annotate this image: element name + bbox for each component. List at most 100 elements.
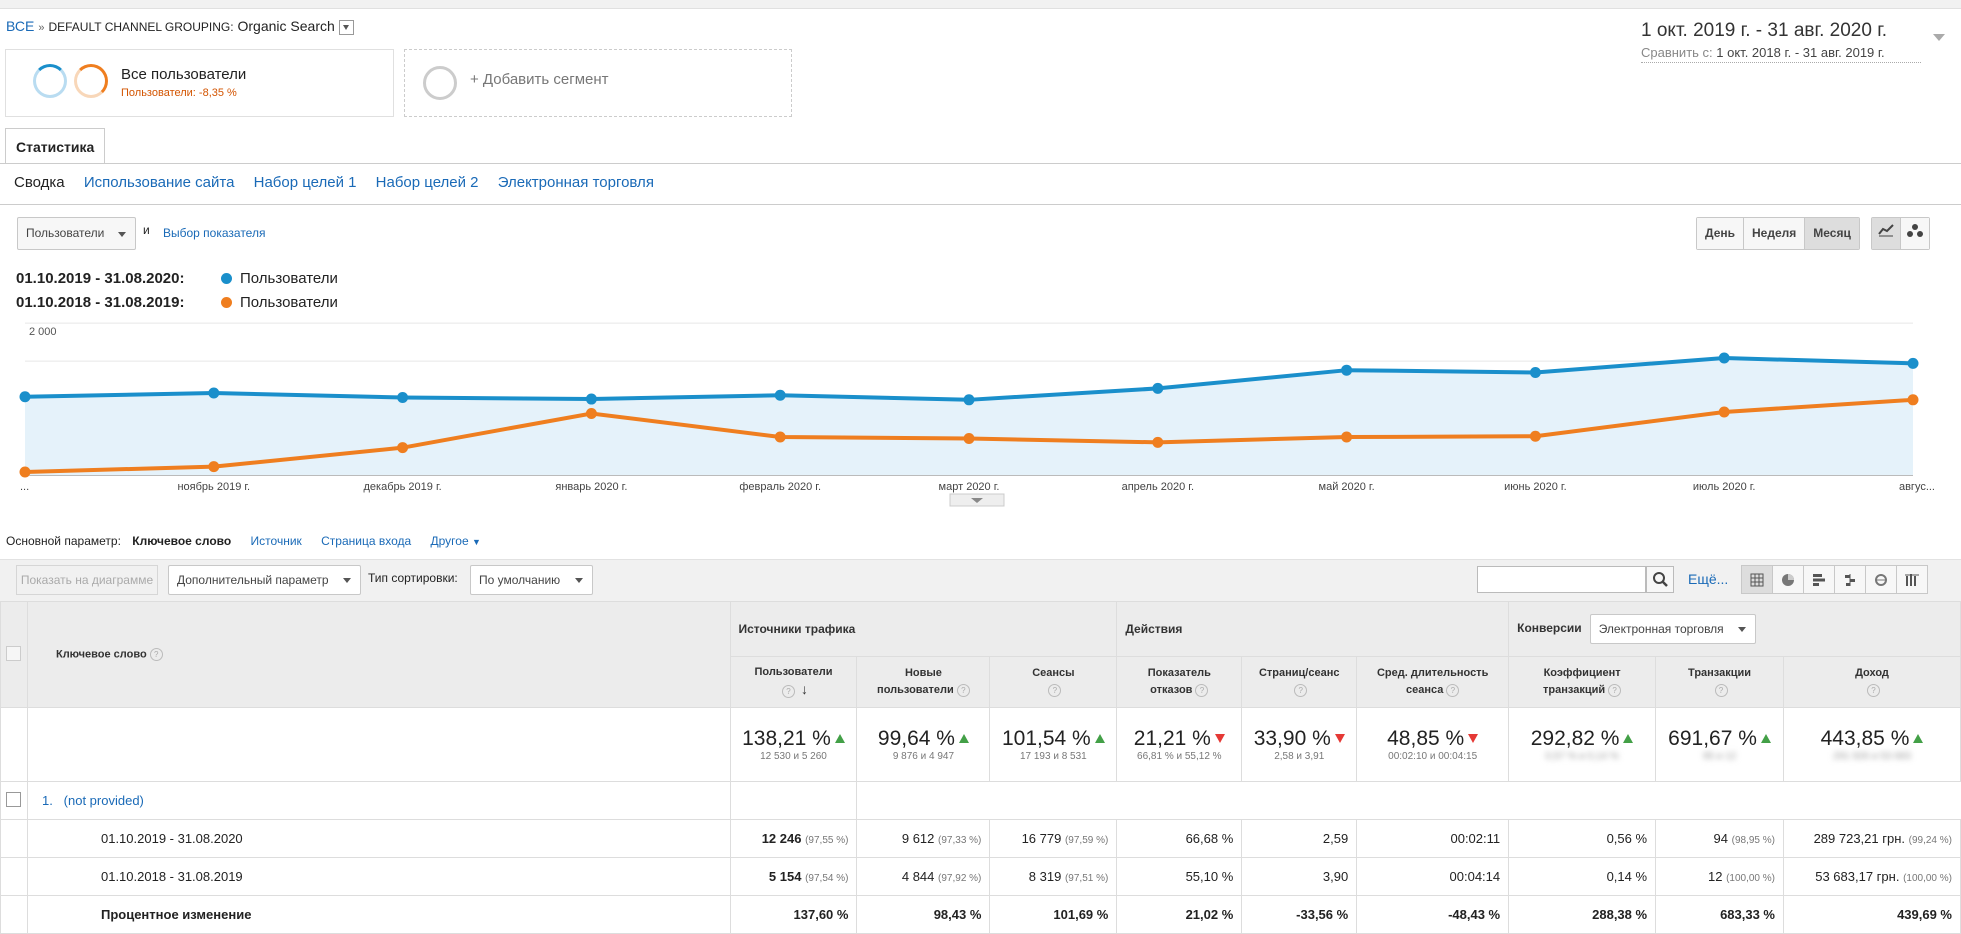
motion-chart-icon[interactable] [1901, 218, 1929, 249]
table-search-input[interactable] [1477, 566, 1646, 593]
column-header-label: Новые [904, 667, 942, 679]
help-icon[interactable]: ? [149, 648, 163, 661]
select-all-checkbox[interactable] [6, 645, 22, 661]
sort-type-select[interactable]: По умолчанию [470, 565, 593, 595]
segment-all-users[interactable]: Все пользователи Пользователи: -8,35 % [5, 49, 394, 117]
column-header[interactable]: Сред. длительность сеанса? [1356, 656, 1510, 708]
date-range-caret-icon[interactable] [1933, 34, 1945, 41]
data-point[interactable] [585, 393, 597, 405]
data-point[interactable] [1341, 431, 1353, 443]
plot-rows-button[interactable]: Показать на диаграмме [16, 565, 158, 595]
subnav-site-usage[interactable]: Использование сайта [83, 174, 235, 191]
help-icon[interactable]: ? [1608, 683, 1622, 697]
data-point[interactable] [19, 391, 31, 403]
advanced-filter-link[interactable]: Ещё... [1688, 571, 1729, 587]
data-point[interactable] [397, 442, 409, 454]
metric-value: 66,68 % [1185, 831, 1234, 846]
data-point[interactable] [1152, 436, 1164, 448]
metric-cell: 0,56 % [1508, 819, 1657, 858]
change-value: -33,56 % [1241, 895, 1358, 934]
pie-view-icon[interactable] [1773, 566, 1804, 593]
column-header[interactable]: Коэффициент транзакций? [1508, 656, 1657, 708]
column-header[interactable]: Сеансы? [989, 656, 1118, 708]
breadcrumb-root[interactable]: ВСЕ [6, 18, 35, 34]
data-point[interactable] [1152, 382, 1164, 394]
data-point[interactable] [208, 387, 220, 399]
bar-view-icon[interactable] [1804, 566, 1835, 593]
secondary-dimension-select[interactable]: Дополнительный параметр [168, 565, 361, 595]
data-point[interactable] [774, 389, 786, 401]
dimension-source[interactable]: Источник [250, 534, 302, 548]
subnav-summary[interactable]: Сводка [14, 174, 65, 191]
metric-value: 8 319 [1028, 869, 1062, 884]
data-point[interactable] [774, 431, 786, 443]
row-keyword-link[interactable]: (not provided) [63, 793, 144, 808]
metric-select[interactable]: Пользователи [17, 217, 136, 250]
search-icon[interactable] [1646, 566, 1674, 593]
data-point[interactable] [397, 392, 409, 404]
line-chart-icon[interactable] [1872, 218, 1901, 249]
pick-metric-link[interactable]: Выбор показателя [163, 226, 266, 240]
data-point[interactable] [963, 394, 975, 406]
dimension-landing-page[interactable]: Страница входа [321, 534, 412, 548]
period-spacer [0, 857, 28, 896]
segment-title: Все пользователи [121, 66, 247, 83]
subnav-goal-set-1[interactable]: Набор целей 1 [253, 174, 357, 191]
column-header[interactable]: Страниц/сеанс? [1241, 656, 1358, 708]
data-point[interactable] [1718, 352, 1730, 364]
data-point[interactable] [1718, 406, 1730, 418]
sort-arrow-icon[interactable]: ↓ [800, 681, 808, 697]
data-point[interactable] [208, 461, 220, 473]
conversion-type-select[interactable]: Электронная торговля [1589, 614, 1756, 644]
subnav-ecommerce[interactable]: Электронная торговля [497, 174, 654, 191]
data-point[interactable] [19, 466, 31, 478]
add-segment-button[interactable]: + Добавить сегмент [404, 49, 792, 117]
help-icon[interactable]: ? [1195, 683, 1209, 697]
data-point[interactable] [963, 433, 975, 445]
tab-statistics[interactable]: Статистика [5, 128, 105, 164]
pivot-view-icon[interactable] [1866, 566, 1897, 593]
column-header[interactable]: Пользователи? ↓ [729, 656, 858, 708]
data-point[interactable] [1529, 430, 1541, 442]
table-view-icon[interactable] [1742, 566, 1773, 593]
legend-previous: 01.10.2018 - 31.08.2019: Пользователи [16, 294, 338, 311]
totals-cell: 101,54 % 17 193 и 8 531 [989, 707, 1118, 782]
help-icon[interactable]: ? [1714, 683, 1728, 697]
chart-resize-handle[interactable] [949, 493, 1005, 507]
help-icon[interactable]: ? [1048, 683, 1062, 697]
granularity-day-button[interactable]: День [1697, 218, 1744, 249]
help-icon[interactable]: ? [781, 684, 795, 698]
row-checkbox[interactable] [6, 791, 22, 807]
add-segment-ring-icon [423, 66, 457, 100]
help-icon[interactable]: ? [1446, 683, 1460, 697]
date-range-picker[interactable]: 1 окт. 2019 г. - 31 авг. 2020 г. Сравнит… [1641, 20, 1921, 63]
subnav-divider [0, 204, 1961, 205]
term-cloud-view-icon[interactable] [1897, 566, 1927, 593]
help-icon[interactable]: ? [1294, 683, 1308, 697]
metric-cell: 00:04:14 [1356, 857, 1510, 896]
subnav-goal-set-2[interactable]: Набор целей 2 [375, 174, 479, 191]
comparison-view-icon[interactable] [1835, 566, 1866, 593]
data-point[interactable] [585, 407, 597, 419]
granularity-month-button[interactable]: Месяц [1805, 218, 1859, 249]
data-point[interactable] [1529, 366, 1541, 378]
help-icon[interactable]: ? [956, 683, 970, 697]
breadcrumb-dropdown-icon[interactable] [338, 19, 354, 35]
data-point[interactable] [1341, 364, 1353, 376]
column-header[interactable]: Новые пользователи? [856, 656, 991, 708]
granularity-week-button[interactable]: Неделя [1744, 218, 1806, 249]
column-header[interactable]: Транзакции? [1655, 656, 1784, 708]
data-point[interactable] [1907, 394, 1919, 406]
metric-value: 53 683,17 грн. [1815, 869, 1900, 884]
column-header[interactable]: Показатель отказов? [1116, 656, 1243, 708]
help-icon[interactable]: ? [1867, 683, 1880, 697]
column-header[interactable]: Доход? [1783, 656, 1961, 708]
table-row[interactable]: 1. (not provided) [0, 781, 1961, 820]
change-value: 288,38 % [1508, 895, 1657, 934]
dimension-other[interactable]: Другое ▼ [431, 534, 481, 548]
dimension-keyword[interactable]: Ключевое слово [132, 534, 232, 548]
header-keyword[interactable]: Ключевое слово? [26, 601, 731, 708]
metric-value: 2,59 [1322, 831, 1349, 846]
data-point[interactable] [1907, 357, 1919, 369]
metric-cell: 3,90 [1241, 857, 1358, 896]
